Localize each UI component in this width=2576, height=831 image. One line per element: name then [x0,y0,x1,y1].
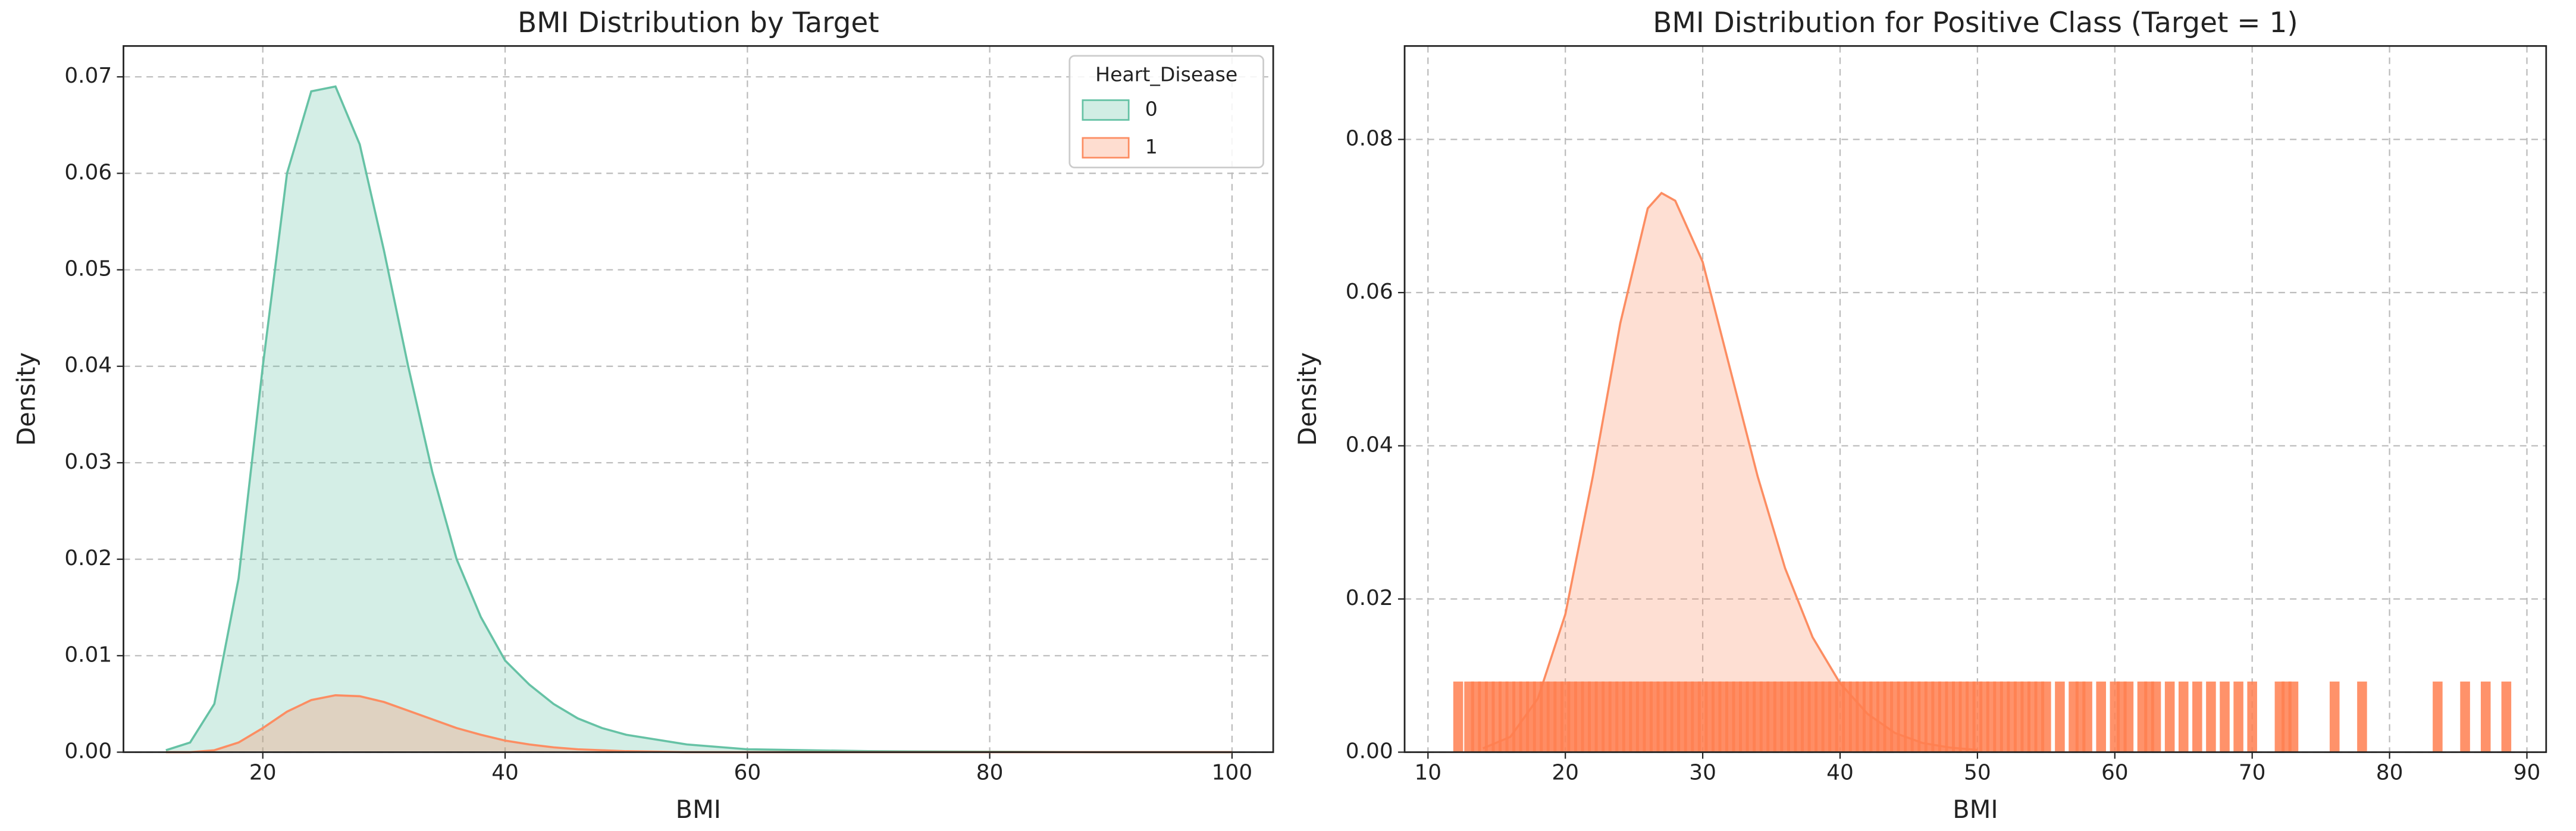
y-tick-label: 0.07 [64,64,112,88]
chart-title: BMI Distribution for Positive Class (Tar… [1653,7,2298,39]
y-tick-label: 0.02 [1346,586,1393,610]
y-tick-label: 0.04 [64,353,112,378]
subplot: 20 40 60 80 100 0.00 0.01 0.02 0.03 0.04 0.05 0.06 0… [12,7,1274,824]
subplot: 10 20 30 40 50 60 70 80 90 0.00 0.02 0.04 0.06 0.08 BM… [1293,7,2547,824]
legend-label: 0 [1145,97,1158,120]
x-tick-label: 70 [2239,760,2266,785]
x-tick-label: 80 [976,760,1004,785]
y-tick-label: 0.06 [64,160,112,184]
y-tick-label: 0.06 [1346,280,1393,304]
y-axis-label: Density [1293,352,1322,446]
density-area [165,86,1232,752]
y-axis-label: Density [12,352,40,446]
x-tick-label: 50 [1964,760,1991,785]
legend-swatch [1082,99,1130,121]
y-tick-label: 0.08 [1346,126,1393,150]
axes-frame [123,45,1274,753]
x-axis-label: BMI [1953,795,1998,824]
x-axis-label: BMI [676,795,721,824]
y-tick-label: 0.02 [64,546,112,570]
x-tick-label: 40 [1826,760,1854,785]
y-tick-label: 0.01 [64,642,112,667]
x-tick-label: 90 [2514,760,2541,785]
x-tick-label: 100 [1212,760,1252,785]
x-tick-label: 80 [2376,760,2403,785]
legend-swatch [1082,137,1130,159]
x-tick-label: 60 [2101,760,2129,785]
x-tick-label: 20 [1552,760,1579,785]
legend: Heart_Disease 0 1 [1068,55,1264,168]
density-area [1483,193,1978,752]
y-tick-label: 0.04 [1346,432,1393,457]
chart-title: BMI Distribution by Target [518,7,879,39]
y-tick-label: 0.05 [64,257,112,281]
legend-label: 1 [1145,135,1158,158]
x-tick-label: 30 [1689,760,1716,785]
legend-box [1068,55,1264,168]
x-tick-label: 10 [1414,760,1441,785]
x-tick-label: 40 [491,760,519,785]
density-area [165,695,1232,752]
y-tick-label: 0.00 [64,739,112,763]
y-tick-label: 0.03 [64,450,112,474]
axes-frame [1403,45,2547,753]
y-tick-label: 0.00 [1346,739,1393,763]
x-tick-label: 60 [734,760,761,785]
legend-title: Heart_Disease [1095,63,1237,86]
density-line [165,85,1232,754]
x-tick-label: 20 [249,760,277,785]
